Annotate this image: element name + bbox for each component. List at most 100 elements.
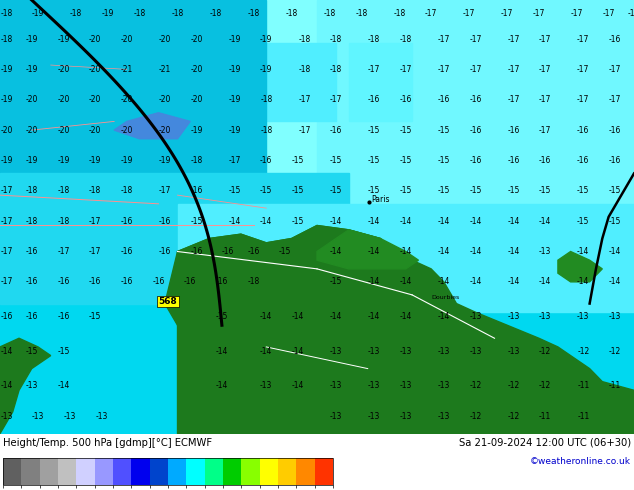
Polygon shape bbox=[114, 113, 190, 139]
Text: -21: -21 bbox=[120, 65, 133, 74]
Text: -11: -11 bbox=[577, 381, 590, 391]
Text: -14: -14 bbox=[437, 277, 450, 286]
Text: -13: -13 bbox=[469, 312, 482, 321]
Text: -19: -19 bbox=[101, 8, 114, 18]
Text: -13: -13 bbox=[25, 381, 38, 391]
Text: -15: -15 bbox=[89, 312, 101, 321]
Text: -14: -14 bbox=[292, 381, 304, 391]
Text: -15: -15 bbox=[279, 247, 292, 256]
Text: -12: -12 bbox=[469, 381, 482, 391]
Text: -16: -16 bbox=[89, 277, 101, 286]
Text: -17: -17 bbox=[0, 186, 13, 196]
Text: -14: -14 bbox=[330, 312, 342, 321]
Text: -11: -11 bbox=[609, 381, 621, 391]
Text: -16: -16 bbox=[609, 34, 621, 44]
Text: -19: -19 bbox=[25, 65, 38, 74]
Text: -13: -13 bbox=[437, 381, 450, 391]
Text: -18: -18 bbox=[25, 217, 38, 226]
Text: -16: -16 bbox=[57, 312, 70, 321]
Text: -20: -20 bbox=[89, 34, 101, 44]
Text: -14: -14 bbox=[368, 312, 380, 321]
Text: -14: -14 bbox=[260, 312, 273, 321]
Text: -17: -17 bbox=[89, 247, 101, 256]
Text: -12: -12 bbox=[609, 347, 621, 356]
Text: -14: -14 bbox=[507, 247, 520, 256]
Text: -17: -17 bbox=[463, 8, 476, 18]
Text: -15: -15 bbox=[25, 347, 38, 356]
Text: -16: -16 bbox=[469, 95, 482, 104]
Text: -15: -15 bbox=[609, 217, 621, 226]
Text: -14: -14 bbox=[368, 247, 380, 256]
Text: -21: -21 bbox=[158, 65, 171, 74]
Text: -19: -19 bbox=[228, 95, 241, 104]
Text: -18: -18 bbox=[323, 8, 336, 18]
Bar bbox=[317, 0, 634, 260]
Text: -13: -13 bbox=[260, 381, 273, 391]
Text: -12: -12 bbox=[539, 347, 552, 356]
Text: -14: -14 bbox=[437, 217, 450, 226]
Text: -19: -19 bbox=[228, 34, 241, 44]
Text: -15: -15 bbox=[292, 186, 304, 196]
Text: -17: -17 bbox=[507, 65, 520, 74]
Text: -14: -14 bbox=[0, 381, 13, 391]
Text: -14: -14 bbox=[577, 247, 590, 256]
Text: -19: -19 bbox=[32, 8, 44, 18]
Text: -18: -18 bbox=[247, 277, 260, 286]
Text: -14: -14 bbox=[216, 347, 228, 356]
Polygon shape bbox=[178, 225, 634, 434]
Text: -14: -14 bbox=[437, 247, 450, 256]
Text: -16: -16 bbox=[190, 186, 203, 196]
Text: -17: -17 bbox=[539, 125, 552, 135]
Text: -14: -14 bbox=[437, 312, 450, 321]
Text: -15: -15 bbox=[437, 156, 450, 165]
Text: -15: -15 bbox=[577, 186, 590, 196]
Text: -13: -13 bbox=[539, 312, 552, 321]
Text: -18: -18 bbox=[70, 8, 82, 18]
Text: -18: -18 bbox=[57, 217, 70, 226]
Text: -18: -18 bbox=[399, 34, 412, 44]
Text: Height/Temp. 500 hPa [gdmp][°C] ECMWF: Height/Temp. 500 hPa [gdmp][°C] ECMWF bbox=[3, 438, 212, 448]
Bar bbox=[178, 204, 634, 312]
Text: -16: -16 bbox=[158, 247, 171, 256]
Text: -18: -18 bbox=[171, 8, 184, 18]
Text: -16: -16 bbox=[368, 95, 380, 104]
Text: -13: -13 bbox=[368, 347, 380, 356]
Text: -17: -17 bbox=[0, 247, 13, 256]
Text: -17: -17 bbox=[0, 217, 13, 226]
Text: -19: -19 bbox=[0, 65, 13, 74]
Text: -14: -14 bbox=[330, 247, 342, 256]
Text: -17: -17 bbox=[298, 95, 311, 104]
Text: -13: -13 bbox=[0, 412, 13, 421]
Text: -16: -16 bbox=[184, 277, 197, 286]
Text: -20: -20 bbox=[25, 95, 38, 104]
Text: -17: -17 bbox=[507, 95, 520, 104]
Text: -15: -15 bbox=[399, 186, 412, 196]
Text: -14: -14 bbox=[0, 347, 13, 356]
Text: -14: -14 bbox=[260, 347, 273, 356]
Text: -14: -14 bbox=[469, 247, 482, 256]
Text: -13: -13 bbox=[399, 412, 412, 421]
Text: -16: -16 bbox=[539, 156, 552, 165]
Text: -20: -20 bbox=[158, 34, 171, 44]
Text: -18: -18 bbox=[298, 65, 311, 74]
Text: -17: -17 bbox=[539, 65, 552, 74]
Text: -18: -18 bbox=[298, 34, 311, 44]
Text: -16: -16 bbox=[507, 125, 520, 135]
Text: -16: -16 bbox=[120, 217, 133, 226]
Text: -14: -14 bbox=[228, 217, 241, 226]
Text: -12: -12 bbox=[539, 381, 552, 391]
Text: -13: -13 bbox=[368, 381, 380, 391]
Text: -20: -20 bbox=[158, 95, 171, 104]
Text: -18: -18 bbox=[393, 8, 406, 18]
Text: -15: -15 bbox=[190, 217, 203, 226]
Text: -18: -18 bbox=[368, 34, 380, 44]
Text: -18: -18 bbox=[260, 95, 273, 104]
Text: -13: -13 bbox=[437, 347, 450, 356]
Text: -20: -20 bbox=[89, 125, 101, 135]
Text: -19: -19 bbox=[228, 125, 241, 135]
Text: -17: -17 bbox=[298, 125, 311, 135]
Text: -17: -17 bbox=[469, 34, 482, 44]
Text: -19: -19 bbox=[25, 34, 38, 44]
Bar bbox=[0, 173, 349, 304]
Text: -14: -14 bbox=[469, 217, 482, 226]
